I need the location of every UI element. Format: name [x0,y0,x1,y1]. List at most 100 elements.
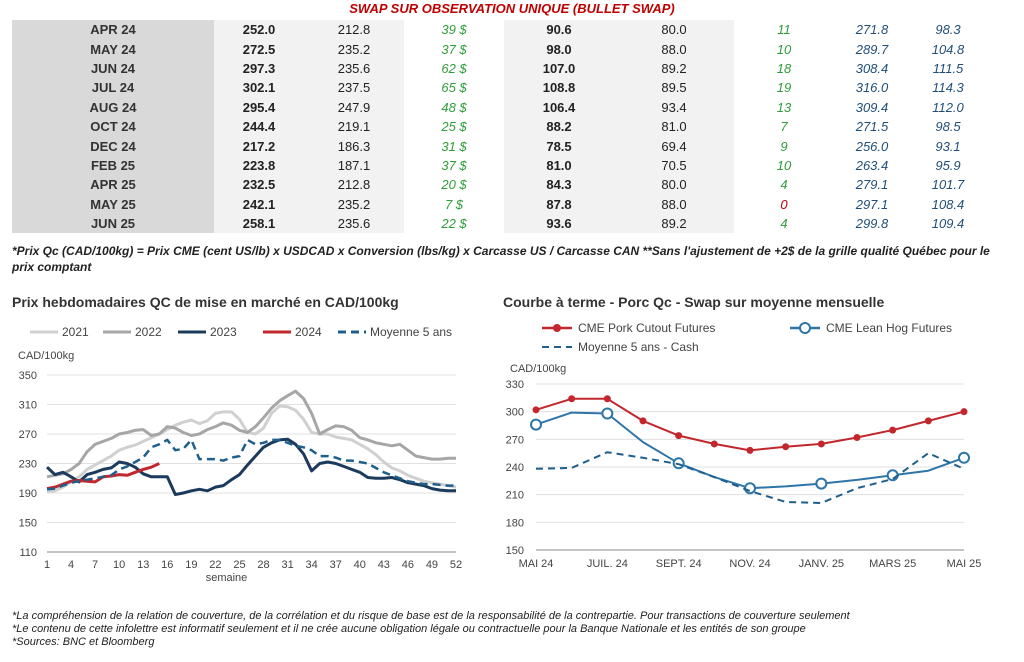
x-tick-label: 28 [257,559,269,571]
data-point [532,406,540,414]
y-tick-label: 110 [19,547,37,559]
formula-footnote: *Prix Qc (CAD/100kg) = Prix CME (cent US… [12,244,990,274]
table-cell: 62 $ [404,58,504,79]
series-line-moyenne-5-ans [46,438,456,491]
table-cell: 271.5 [834,116,910,137]
data-point [530,418,542,431]
legend-label: CME Pork Cutout Futures [578,321,715,335]
table-cell: 186.3 [304,136,404,156]
data-point [603,395,611,403]
table-cell: 109.4 [910,213,986,234]
x-tick-label: MARS 25 [869,558,916,570]
x-tick-label: 40 [354,559,366,571]
data-point [782,443,790,451]
table-cell: 308.4 [834,58,910,79]
table-cell: 31 $ [404,136,504,156]
table-cell: 108.8 [504,78,614,98]
table-cell: 212.8 [304,20,404,40]
legend-label: 2024 [295,325,322,339]
legend-label: 2022 [135,325,162,339]
table-cell: 111.5 [910,58,986,79]
legend-label: Moyenne 5 ans - Cash [578,340,699,354]
y-tick-label: 230 [19,459,37,471]
x-tick-label: JUIL. 24 [587,558,628,570]
table-row: AUG 24 295.4 247.9 48 $106.4 93.4 13 309.4 112.… [12,97,986,117]
table-cell: 112.0 [910,97,986,117]
table-cell: 93.4 [614,97,734,117]
x-tick-label: 16 [161,559,173,571]
table-cell: 256.0 [834,136,910,156]
data-point [568,395,576,403]
x-tick-label: 7 [92,559,98,571]
x-tick-label: 46 [402,559,414,571]
table-cell: 297.1 [834,194,910,214]
data-point [639,417,647,425]
x-tick-label: 1 [44,559,50,571]
x-tick-label: MAI 24 [519,558,554,570]
x-tick-label: 22 [209,559,221,571]
y-tick-label: 330 [506,379,524,391]
table-cell: 81.0 [504,155,614,176]
table-row: APR 25 232.5 212.8 20 $84.3 80.0 4 279.1 101.7 [12,175,986,195]
data-point [960,408,968,416]
table-cell: 7 [734,116,834,137]
y-tick-label: 240 [506,462,524,474]
table-cell: 302.1 [214,78,304,98]
legend-label: 2023 [210,325,237,339]
table-row: MAY 24 272.5 235.2 37 $98.0 88.0 10 289.7 104.8 [12,39,986,59]
x-tick-label: 43 [378,559,390,571]
data-point [817,440,825,448]
y-tick-label: 190 [19,488,37,500]
table-cell: 18 [734,58,834,79]
table-cell: 10 [734,39,834,59]
table-cell: 22 $ [404,213,504,234]
table-cell: 81.0 [614,116,734,137]
table-cell: 263.4 [834,155,910,176]
table-cell: 242.1 [214,194,304,214]
table-cell: MAY 24 [12,39,214,59]
table-cell: 212.8 [304,175,404,195]
table-cell: AUG 24 [12,97,214,117]
table-cell: 258.1 [214,213,304,234]
data-point [744,482,756,495]
table-cell: 114.3 [910,78,986,98]
legend-label: 2021 [62,325,89,339]
table-row: JUN 25 258.1 235.6 22 $93.6 89.2 4 299.8 109.4 [12,213,986,234]
x-tick-label: MAI 25 [947,558,982,570]
table-cell: 88.0 [614,39,734,59]
x-tick-label: 19 [185,559,197,571]
x-tick-label: 25 [233,559,245,571]
x-tick-label: JANV. 25 [799,558,844,570]
table-cell: 316.0 [834,78,910,98]
table-cell: 235.2 [304,194,404,214]
data-point [710,440,718,448]
table-cell: 232.5 [214,175,304,195]
y-tick-label: 180 [506,517,524,529]
table-cell: 297.3 [214,58,304,79]
table-cell: 98.5 [910,116,986,137]
data-point [601,407,614,420]
y-tick-label: 300 [506,407,524,419]
table-cell: 217.2 [214,136,304,156]
table-cell: 309.4 [834,97,910,117]
data-point [675,432,683,440]
x-tick-label: 52 [450,559,462,571]
table-cell: 9 [734,136,834,156]
table-cell: 37 $ [404,155,504,176]
table-cell: 65 $ [404,78,504,98]
table-cell: 25 $ [404,116,504,137]
table-cell: 89.2 [614,58,734,79]
table-cell: 104.8 [910,39,986,59]
table-cell: 107.0 [504,58,614,79]
table-cell: 271.8 [834,20,910,40]
table-cell: 70.5 [614,155,734,176]
table-row: JUL 24 302.1 237.5 65 $108.8 89.5 19 316.0 114.… [12,78,986,98]
x-tick-label: SEPT. 24 [656,558,702,570]
footnotes: *La compréhension de la relation de couv… [12,610,1002,649]
table-title: SWAP SUR OBSERVATION UNIQUE (BULLET SWAP… [349,1,675,16]
table-cell: 7 $ [404,194,504,214]
legend-marker [799,322,811,334]
y-tick-label: 150 [19,518,37,530]
table-cell: JUN 25 [12,213,214,234]
series-line-2022 [46,389,456,479]
